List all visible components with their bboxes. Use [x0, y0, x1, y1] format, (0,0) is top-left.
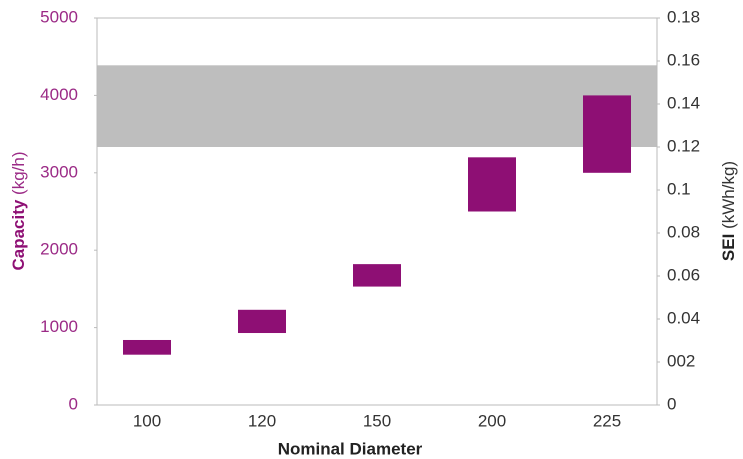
y2-tick-label: 0.12 [667, 136, 700, 155]
y2-tick-label: 002 [667, 351, 695, 370]
x-tick-label: 225 [593, 411, 621, 430]
y-axis-label-main: Capacity [9, 199, 28, 270]
y2-tick-label: 0.14 [667, 93, 700, 112]
y-tick-label: 0 [69, 394, 78, 413]
sei-band [97, 65, 657, 147]
x-tick-label: 120 [248, 411, 276, 430]
x-tick-label: 150 [363, 411, 391, 430]
y2-axis-label: SEI (kWh/kg) [719, 161, 738, 261]
y-axis-label: Capacity (kg/h) [9, 151, 28, 270]
range-bar [238, 309, 286, 334]
y-tick-label: 3000 [40, 162, 78, 181]
y2-tick-label: 0.06 [667, 265, 700, 284]
x-tick-label: 100 [133, 411, 161, 430]
y2-axis-label-unit: (kWh/kg) [719, 161, 738, 229]
y2-tick-label: 0 [667, 394, 676, 413]
x-axis-label: Nominal Diameter [278, 439, 423, 458]
y-tick-label: 2000 [40, 240, 78, 259]
y-tick-label: 1000 [40, 317, 78, 336]
y-tick-label: 4000 [40, 85, 78, 104]
y-tick-label: 5000 [40, 7, 78, 26]
y2-tick-label: 0.16 [667, 50, 700, 69]
range-bar [353, 264, 401, 287]
range-bar [468, 157, 516, 212]
y2-tick-label: 0.08 [667, 222, 700, 241]
y2-axis-label-main: SEI [719, 234, 738, 261]
y2-tick-label: 0.18 [667, 7, 700, 26]
range-bar [123, 339, 171, 355]
x-tick-label: 200 [478, 411, 506, 430]
plot-frame [96, 17, 658, 406]
y-axis-label-unit: (kg/h) [9, 151, 28, 194]
y2-tick-label: 0.1 [667, 179, 691, 198]
range-bar [583, 95, 631, 173]
y2-tick-label: 0.04 [667, 308, 700, 327]
